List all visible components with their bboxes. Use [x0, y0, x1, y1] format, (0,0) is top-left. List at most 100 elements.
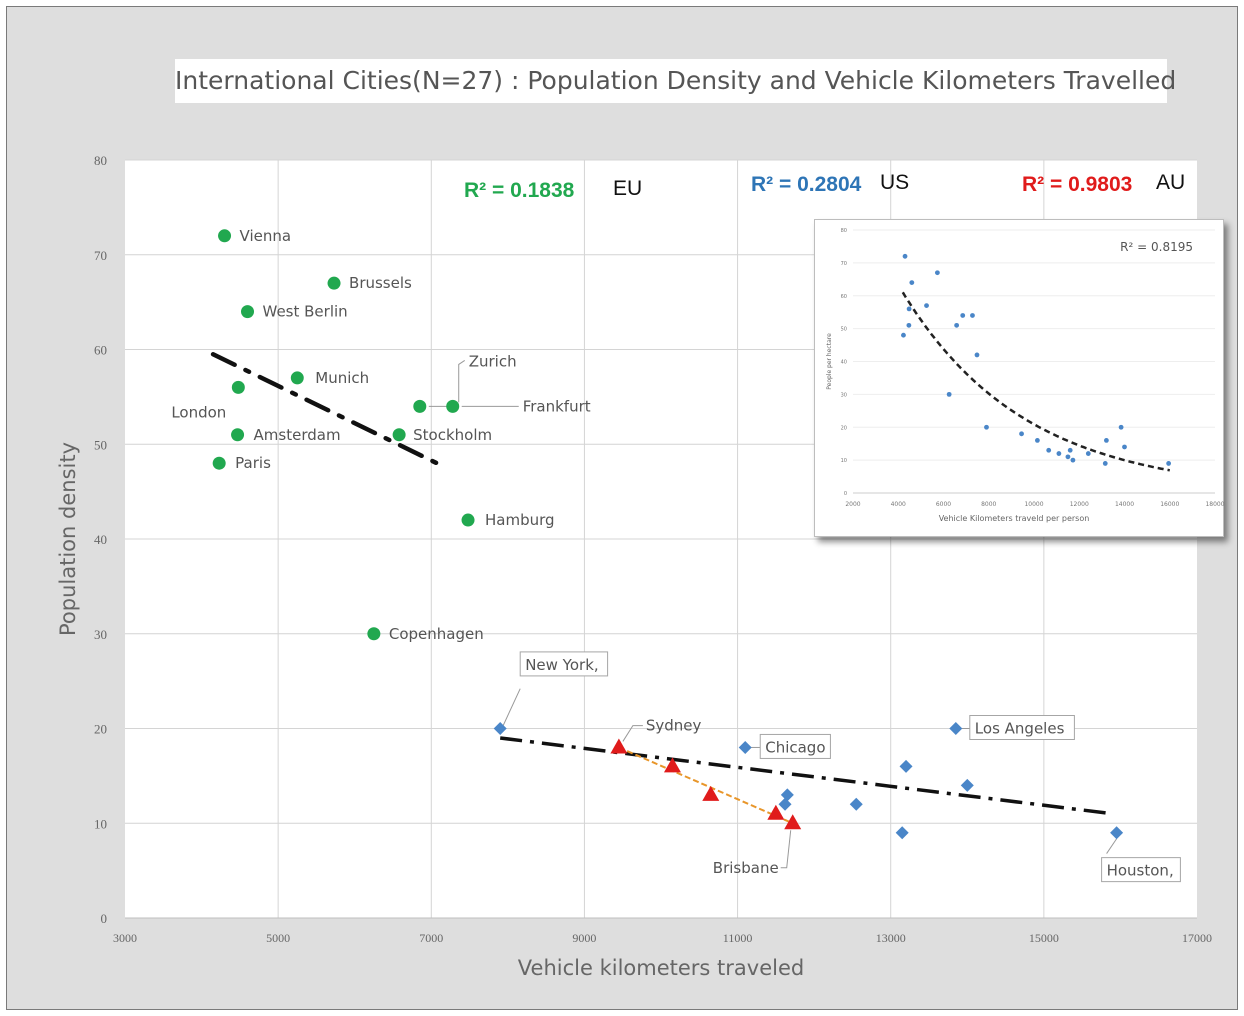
label-frankfurt: Frankfurt [523, 397, 591, 415]
eu-point-paris [212, 456, 226, 470]
leader-new-york [502, 688, 521, 726]
series-eu [212, 229, 475, 641]
y-tick-label: 20 [94, 722, 107, 737]
label-hamburg: Hamburg [485, 511, 555, 529]
label-paris: Paris [235, 454, 271, 472]
label-munich: Munich [315, 369, 369, 387]
inset-points [901, 253, 1172, 466]
inset-y-tick-label: 40 [841, 360, 847, 366]
y-tick-label: 50 [94, 437, 107, 452]
inset-point-13 [984, 424, 989, 430]
x-tick-label: 7000 [419, 931, 443, 945]
x-tick-label: 9000 [572, 931, 596, 945]
inset-point-9 [970, 313, 975, 318]
inset-x-tick-label: 16000 [1160, 501, 1179, 508]
us-point-5 [960, 778, 974, 792]
trendline-us [499, 736, 1113, 816]
us-point-9 [895, 826, 909, 840]
inset-point-22 [1102, 461, 1108, 466]
y-tick-labels: 0 10 20 30 40 50 60 70 80 [94, 153, 107, 926]
r2-labels: R² = 0.1838 EU R² = 0.2804 US R² = 0.9803 AU [464, 171, 1185, 202]
au-point-brisbane [784, 814, 802, 830]
x-tick-label: 5000 [266, 931, 290, 945]
inset-point-15 [1034, 438, 1040, 443]
r2-value-us: R² = 0.2804 [751, 173, 862, 196]
leader-zurich-up [458, 360, 466, 403]
chart-title: International Cities(N=27) : Population … [175, 66, 1177, 95]
leader-sydney [622, 725, 643, 742]
eu-point-frankfurt [446, 399, 460, 413]
trendline-au [618, 746, 794, 825]
y-tick-label: 10 [94, 816, 107, 831]
label-new-york-box [519, 651, 609, 677]
inset-point-2 [909, 280, 915, 285]
inset-y-tick-label: 20 [841, 425, 847, 431]
inset-point-18 [1065, 454, 1071, 460]
inset-chart-svg: 2000 4000 6000 8000 10000 12000 14000 16000 1800… [826, 228, 1225, 523]
y-tick-label: 70 [94, 248, 107, 263]
us-point-8 [849, 797, 863, 811]
r2-group-us: US [880, 171, 909, 194]
inset-point-1 [902, 253, 908, 259]
label-amsterdam: Amsterdam [254, 426, 341, 444]
label-houston: Houston, [1107, 862, 1174, 880]
y-tick-label: 80 [94, 153, 107, 168]
chart-frame: International Cities(N=27) : Population … [6, 6, 1238, 1010]
eu-point-stockholm [392, 428, 406, 442]
inset-tick-labels: 2000 4000 6000 8000 10000 12000 14000 16000 1800… [841, 228, 1225, 508]
inset-point-14 [1019, 431, 1024, 437]
inset-point-10 [954, 322, 960, 328]
inset-y-tick-label: 0 [844, 491, 847, 497]
label-vienna: Vienna [240, 227, 292, 245]
y-tick-label: 0 [101, 911, 108, 926]
au-point-sydney [610, 738, 628, 754]
us-point-chicago [738, 740, 752, 754]
x-tick-label: 3000 [113, 931, 137, 945]
inset-x-tick-label: 18000 [1205, 501, 1224, 508]
x-tick-labels: 3000 5000 7000 9000 11000 13000 15000 17000 [113, 931, 1212, 945]
y-axis-title: Population density [56, 442, 80, 636]
eu-point-london [231, 380, 245, 394]
us-point-los-angeles [949, 722, 963, 735]
leader-houston [1106, 838, 1118, 854]
x-tick-label: 17000 [1182, 931, 1212, 945]
inset-point-25 [1122, 444, 1127, 450]
inset-point-11 [974, 352, 980, 358]
r2-group-au: AU [1156, 171, 1185, 194]
eu-point-west-berlin [241, 305, 255, 319]
inset-x-tick-label: 12000 [1070, 501, 1089, 508]
title-box: International Cities(N=27) : Population … [175, 59, 1177, 103]
inset-y-axis-title: People per hectare [826, 333, 833, 390]
us-point-houston [1110, 826, 1124, 840]
main-chart-svg: 3000 5000 7000 9000 11000 13000 15000 17000 0 10 2… [56, 153, 1212, 980]
y-tick-label: 60 [94, 343, 107, 358]
inset-point-7 [934, 270, 940, 276]
r2-value-eu: R² = 0.1838 [464, 179, 575, 202]
label-los-angeles: Los Angeles [975, 720, 1065, 738]
inset-point-5 [901, 332, 906, 338]
inset-point-21 [1085, 451, 1091, 456]
eu-point-vienna [218, 229, 232, 243]
label-brussels: Brussels [349, 274, 412, 292]
eu-point-hamburg [461, 513, 475, 527]
inset-point-23 [1104, 438, 1109, 443]
inset-x-tick-label: 8000 [981, 501, 996, 508]
label-houston-box [1101, 857, 1181, 883]
us-point-7 [778, 797, 792, 811]
inset-point-26 [1166, 461, 1172, 466]
au-point-4 [767, 804, 785, 820]
label-los-angeles-box [969, 715, 1075, 740]
label-west-berlin: West Berlin [263, 303, 348, 321]
label-copenhagen: Copenhagen [389, 625, 484, 643]
label-london: London [171, 403, 226, 421]
r2-value-au: R² = 0.9803 [1022, 173, 1132, 196]
eu-point-amsterdam [231, 428, 245, 442]
inset-y-tick-label: 50 [841, 327, 847, 333]
inset-x-tick-label: 4000 [891, 501, 906, 508]
inset-gridlines [853, 229, 1215, 461]
eu-point-copenhagen [367, 627, 381, 641]
x-tick-label: 13000 [876, 931, 906, 945]
au-point-2 [663, 757, 681, 773]
eu-point-munich [290, 371, 304, 385]
